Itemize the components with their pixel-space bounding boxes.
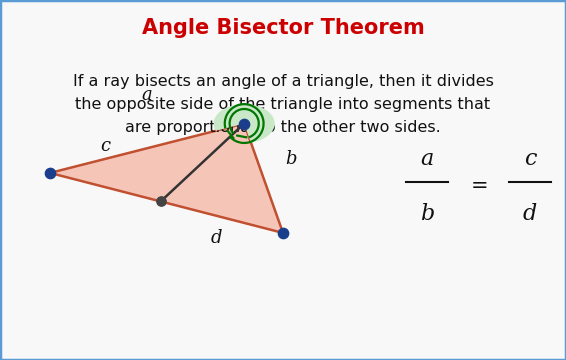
- Text: If a ray bisects an angle of a triangle, then it divides
the opposite side of th: If a ray bisects an angle of a triangle,…: [72, 74, 494, 135]
- Text: c: c: [100, 138, 110, 156]
- Text: d: d: [211, 229, 222, 247]
- Text: a: a: [421, 148, 434, 170]
- Wedge shape: [214, 104, 275, 143]
- Text: b: b: [286, 150, 297, 168]
- Text: Angle Bisector Theorem: Angle Bisector Theorem: [142, 18, 424, 38]
- Point: [278, 230, 288, 236]
- Text: =: =: [471, 176, 488, 196]
- Text: a: a: [142, 86, 152, 104]
- Point: [156, 198, 165, 204]
- Text: c: c: [524, 148, 536, 170]
- Point: [239, 121, 248, 126]
- Text: b: b: [420, 203, 434, 225]
- Text: d: d: [523, 203, 537, 225]
- Polygon shape: [50, 123, 283, 233]
- Point: [45, 170, 54, 176]
